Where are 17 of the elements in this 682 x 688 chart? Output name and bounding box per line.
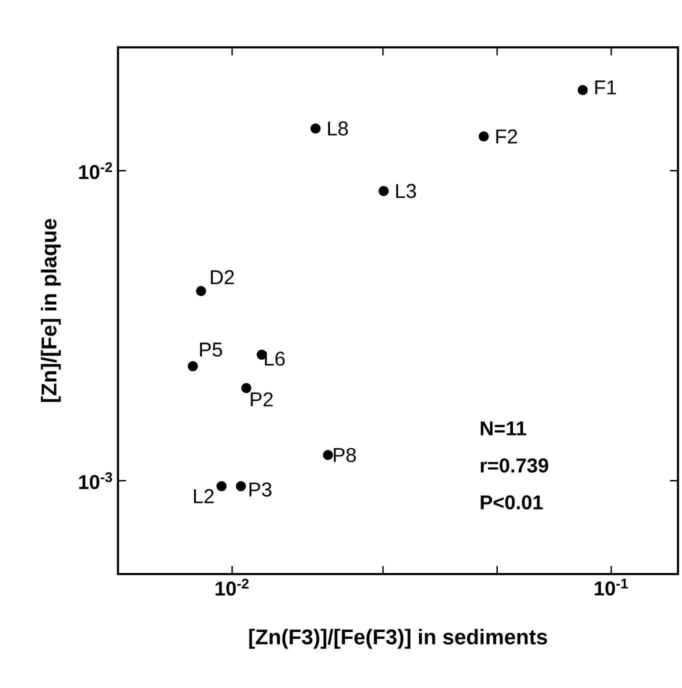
annotation: P2	[250, 392, 273, 406]
y-tick-label: 10$^{-3}$	[79, 472, 112, 490]
annotation: L8	[328, 121, 348, 136]
annotation: F2	[496, 129, 518, 144]
annotation: r=0.739	[480, 458, 548, 473]
annotation: D2	[210, 270, 234, 284]
annotation: F1	[595, 80, 616, 94]
annotation: P5	[200, 342, 222, 357]
annotation: P3	[249, 482, 272, 497]
annotation: P8	[334, 448, 356, 462]
annotation: P<0.01	[480, 495, 543, 510]
x-tick-label: 10$^{-1}$	[594, 578, 628, 596]
annotation: N=11	[480, 422, 526, 436]
annotation: L2	[194, 489, 214, 504]
y-axis-title: [Zn]/[Fe] in plaque	[40, 218, 61, 402]
x-axis-title: [Zn(F3)]/[Fe(F3)] in sediments	[249, 628, 548, 649]
annotation: L3	[396, 184, 416, 198]
